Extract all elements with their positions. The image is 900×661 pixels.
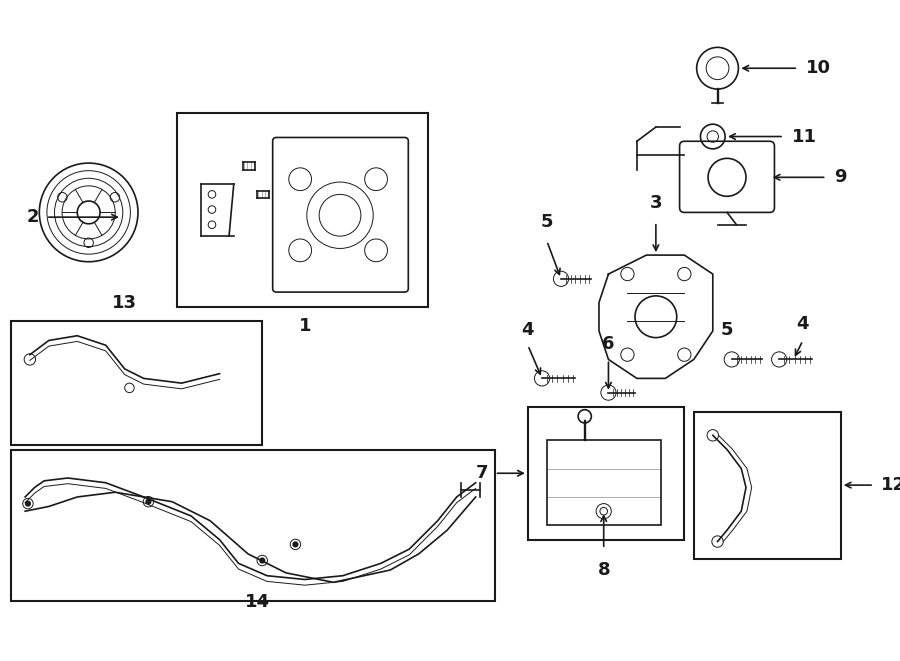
Text: 13: 13: [112, 294, 137, 312]
Bar: [177, 113, 428, 307]
Text: 2: 2: [27, 208, 40, 226]
Text: 9: 9: [834, 169, 847, 186]
Text: 14: 14: [245, 593, 270, 611]
FancyBboxPatch shape: [680, 141, 774, 212]
Text: 4: 4: [796, 315, 809, 333]
FancyBboxPatch shape: [273, 137, 409, 292]
Text: 5: 5: [721, 321, 734, 338]
Bar: [11, 449, 495, 602]
Text: 5: 5: [541, 214, 553, 231]
Bar: [11, 321, 262, 445]
Circle shape: [293, 542, 298, 547]
Text: 10: 10: [806, 59, 831, 77]
Text: 1: 1: [299, 317, 311, 334]
Text: 12: 12: [881, 476, 900, 494]
Circle shape: [146, 499, 151, 504]
Text: 3: 3: [650, 194, 662, 212]
Text: 6: 6: [602, 334, 615, 353]
Text: 8: 8: [598, 561, 610, 578]
Text: 4: 4: [522, 321, 534, 338]
Text: 11: 11: [791, 128, 816, 145]
Text: 7: 7: [475, 464, 488, 483]
Circle shape: [260, 558, 265, 563]
Circle shape: [25, 501, 31, 506]
Bar: [527, 407, 684, 539]
Bar: [694, 412, 841, 559]
Bar: [547, 440, 661, 525]
